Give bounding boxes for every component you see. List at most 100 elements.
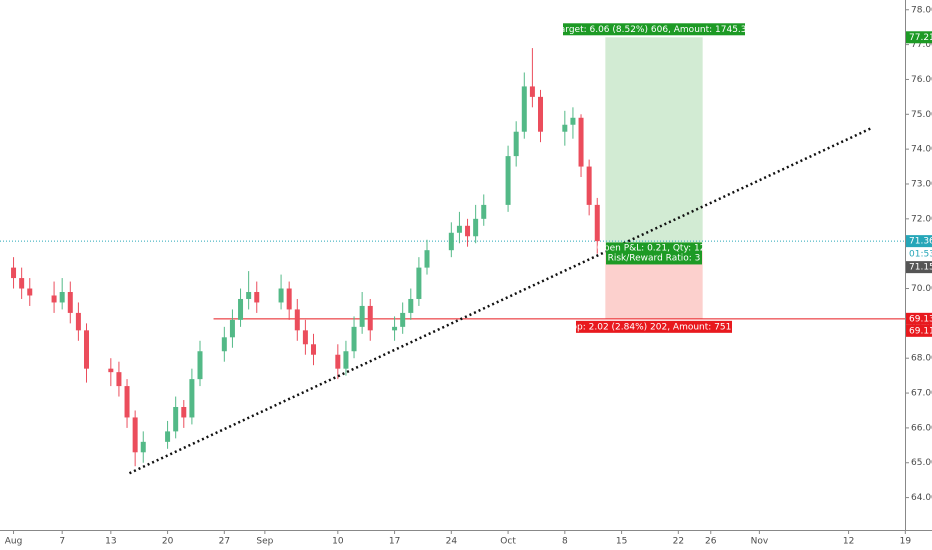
candle-body	[84, 330, 90, 369]
countdown-tag-bg	[906, 248, 932, 261]
y-tick-label: 68.00	[911, 354, 932, 364]
current-price-tag-bg	[906, 235, 932, 248]
candle-body	[238, 298, 244, 320]
candle-body	[165, 431, 171, 442]
candle-body	[229, 319, 235, 338]
candle-body	[570, 117, 576, 125]
candle-body	[408, 298, 414, 313]
candle-body	[254, 292, 260, 303]
x-tick-label: 12	[843, 537, 854, 547]
candle-body	[116, 372, 122, 387]
candle-body	[19, 278, 25, 289]
stop-label-bg	[576, 320, 733, 333]
candle-body	[456, 225, 462, 233]
pnl-label: Open P&L: 0.21, Qty: 123	[597, 243, 711, 253]
y-tick-label: 64.00	[911, 493, 932, 503]
countdown-tag: 01:53:3	[909, 250, 932, 260]
candle-body	[538, 96, 544, 132]
trendline	[128, 127, 871, 475]
pnl-label-bg	[606, 242, 703, 265]
candle-body	[311, 344, 317, 355]
candle-body	[416, 267, 422, 299]
candle-body	[189, 379, 195, 418]
candle-body	[221, 337, 227, 352]
x-tick-label: 24	[446, 537, 458, 547]
y-tick-label: 65.00	[911, 458, 932, 468]
candle-body	[448, 232, 454, 251]
x-tick-label: 26	[705, 537, 717, 547]
candle-body	[132, 417, 138, 453]
y-tick-label: 75.00	[911, 110, 932, 120]
x-tick-label: Oct	[500, 537, 516, 547]
candle-body	[424, 250, 430, 268]
y-tick-label: 67.00	[911, 389, 932, 399]
x-tick-label: 19	[900, 537, 912, 547]
x-tick-label: 22	[673, 537, 684, 547]
current-price-tag: 71.36	[909, 237, 932, 247]
candle-body	[197, 351, 203, 380]
x-tick-label: 27	[219, 537, 230, 547]
x-tick-label: Sep	[256, 537, 273, 547]
y-tick-label: 78.00	[911, 5, 932, 15]
candle-body	[302, 330, 308, 345]
target-price-tag-bg	[906, 31, 932, 44]
candle-body	[465, 225, 471, 237]
stop-price-tag-bg	[906, 312, 932, 325]
stop-price-tag-2: 69.11	[909, 326, 932, 336]
entry-price-tag-bg	[906, 261, 932, 274]
candle-body	[400, 312, 406, 327]
candle-body	[173, 406, 179, 432]
candle-body	[505, 156, 511, 205]
candle-body	[586, 166, 592, 205]
candle-body	[75, 312, 81, 331]
candle-body	[335, 354, 341, 369]
candle-body	[359, 305, 365, 327]
x-tick-label: 20	[162, 537, 174, 547]
candle-body	[11, 267, 17, 279]
x-tick-label: 15	[616, 537, 627, 547]
candle-body	[529, 86, 535, 97]
candle-body	[108, 368, 114, 373]
x-tick-label: Nov	[751, 537, 769, 547]
candle-body	[562, 124, 568, 132]
x-tick-label: 7	[59, 537, 65, 547]
target-label: Target: 6.06 (8.52%) 606, Amount: 1745.3…	[555, 25, 753, 35]
candle-body	[124, 386, 130, 418]
candle-body	[294, 309, 300, 331]
candle-body	[367, 305, 373, 331]
candle-body	[67, 292, 73, 313]
x-tick-label: 8	[562, 537, 568, 547]
candle-body	[246, 292, 252, 299]
target-price-tag: 77.21	[909, 33, 932, 43]
candle-body	[578, 117, 584, 167]
y-tick-label: 72.00	[911, 214, 932, 224]
x-tick-label: 10	[332, 537, 344, 547]
y-tick-label: 77.00	[911, 40, 932, 50]
candle-body	[351, 326, 357, 352]
profit-zone	[605, 37, 703, 249]
candle-body	[392, 326, 398, 331]
y-tick-label: 66.00	[911, 423, 932, 433]
candle-body	[181, 406, 187, 418]
candle-body	[594, 204, 600, 242]
candle-body	[513, 131, 519, 157]
candle-body	[27, 288, 33, 296]
candle-body	[286, 288, 292, 310]
stop-price-tag-2-bg	[906, 324, 932, 337]
candle-body	[278, 288, 284, 303]
y-tick-label: 73.00	[911, 179, 932, 189]
candle-body	[521, 86, 527, 132]
stop-label: Stop: 2.02 (2.84%) 202, Amount: 751.54	[562, 322, 746, 332]
candle-body	[140, 441, 146, 453]
rr-label: Risk/Reward Ratio: 3	[608, 253, 701, 263]
entry-price-tag: 71.15	[909, 263, 932, 273]
y-tick-label: 76.00	[911, 75, 932, 85]
target-label-bg	[563, 23, 746, 36]
y-tick-label: 70.00	[911, 284, 932, 294]
x-tick-label: 17	[389, 537, 400, 547]
candle-body	[343, 351, 349, 369]
candle-body	[481, 204, 487, 219]
candle-body	[51, 295, 57, 303]
